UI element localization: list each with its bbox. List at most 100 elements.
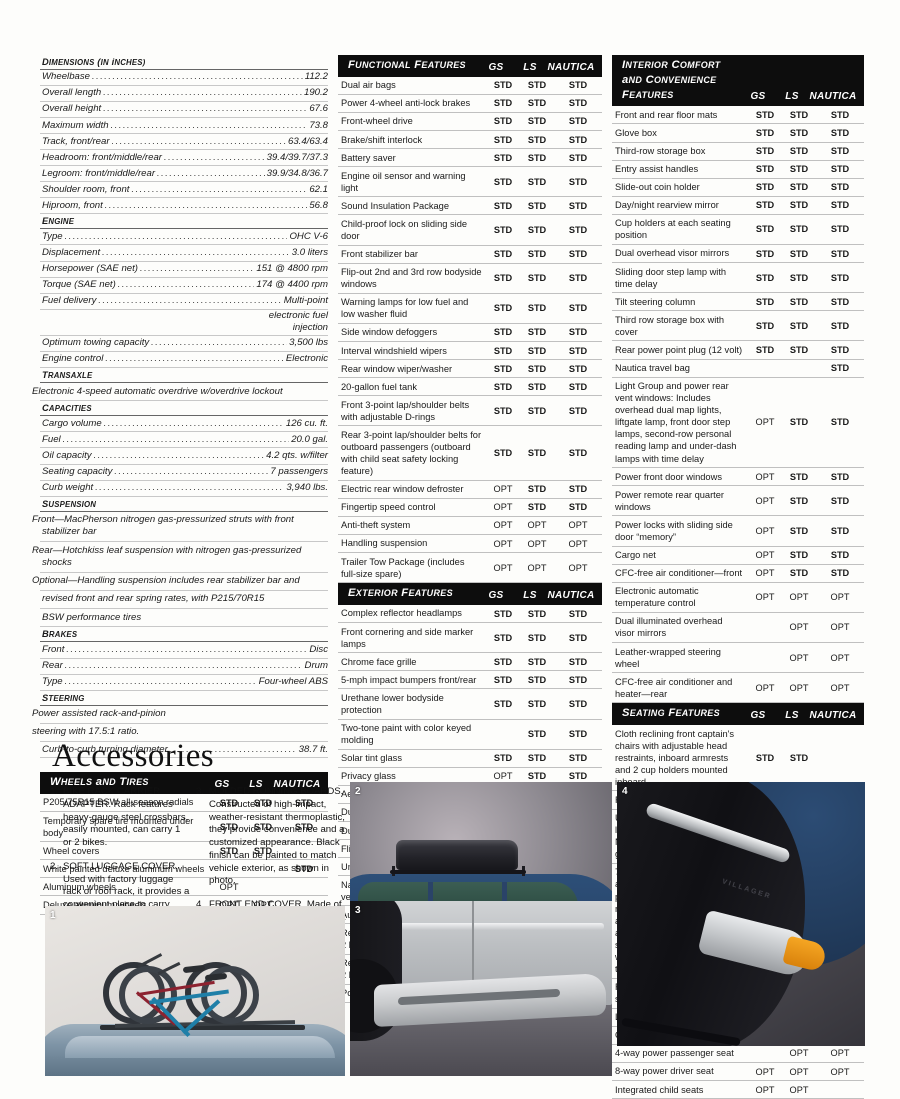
availability-cell: STD xyxy=(527,632,547,643)
table-row: Power 4-wheel anti-lock brakes STD STD STD xyxy=(338,95,602,113)
availability-cell: OPT xyxy=(568,562,588,573)
availability-cell: OPT xyxy=(789,1048,809,1059)
table-row: Power remote rear quarter windows OPT STD S… xyxy=(612,486,864,517)
feature-label: Dual overhead visor mirrors xyxy=(615,248,730,259)
feature-label: Tilt steering column xyxy=(615,296,696,307)
availability-cell: STD xyxy=(789,146,809,157)
table-row: Electric rear window defroster OPT STD STD xyxy=(338,481,602,499)
availability-cell: STD xyxy=(568,729,588,740)
availability-cell: OPT xyxy=(789,682,809,693)
spec-value: 63.4/63.4 xyxy=(287,135,328,147)
spec-column-middle: FUNCTIONAL FEATURES GS LS NAUTICA Dual air b… xyxy=(338,55,602,1003)
spec-value: 112.2 xyxy=(304,71,328,83)
availability-cell: STD xyxy=(493,674,513,685)
availability-cell: STD xyxy=(527,502,547,513)
feature-label: Aluminum wheels xyxy=(43,881,116,892)
trim-header-nautica: NAUTICA xyxy=(273,778,321,790)
availability-cell: STD xyxy=(830,320,850,331)
trim-header-gs: GS xyxy=(214,778,230,790)
availability-cell: STD xyxy=(527,484,547,495)
feature-label: Fingertip speed control xyxy=(341,502,436,513)
availability-cell: OPT xyxy=(830,592,850,603)
spec-row: Seating capacity........................… xyxy=(40,465,328,481)
availability-cell: OPT xyxy=(789,652,809,663)
availability-cell: STD xyxy=(568,363,588,374)
trim-header-nautica: NAUTICA xyxy=(809,91,857,103)
trim-column-headers: GS LS NAUTICA xyxy=(479,590,595,601)
spec-row: Overall height..........................… xyxy=(40,102,328,119)
accessory-item-1: 1. BIKE RACK CARRIER ADAPTER. Rack featu… xyxy=(50,786,190,850)
availability-cell: STD xyxy=(493,381,513,392)
availability-cell: STD xyxy=(568,698,588,709)
trim-header-gs: GS xyxy=(750,91,766,103)
availability-cell: STD xyxy=(789,320,809,331)
table-row: Electronic automatic temperature control… xyxy=(612,583,864,613)
availability-cell: STD xyxy=(755,248,775,259)
section-title: SEATING FEATURES xyxy=(622,707,720,720)
availability-cell: STD xyxy=(527,98,547,109)
feature-label: Battery saver xyxy=(341,152,396,163)
leader-dots: ........................................… xyxy=(64,230,288,241)
feature-label: Dual illuminated overhead visor mirrors xyxy=(615,616,723,639)
availability-cell: STD xyxy=(830,272,850,283)
availability-cell: OPT xyxy=(493,520,513,531)
table-row: Solar tint glass STD STD STD xyxy=(338,750,602,768)
availability-cell: OPT xyxy=(755,682,775,693)
feature-label: CFC-free air conditioner and heater—rear xyxy=(615,676,733,699)
availability-cell: OPT xyxy=(493,502,513,513)
spec-text-line: Rear—Hotchkiss leaf suspension with nitr… xyxy=(32,542,328,573)
leader-dots: ........................................… xyxy=(102,246,290,257)
spec-row: Cargo volume............................… xyxy=(40,416,328,433)
availability-cell: STD xyxy=(568,674,588,685)
feature-label: Front and rear floor mats xyxy=(615,109,718,120)
spec-label: Displacement xyxy=(42,246,101,258)
spec-row: Displacement............................… xyxy=(40,245,328,262)
table-row: Front 3-point lap/shoulder belts with ad… xyxy=(338,396,602,427)
feature-label: Light Group and power rear vent windows:… xyxy=(615,381,737,464)
leader-dots: ........................................… xyxy=(157,167,265,178)
availability-cell: STD xyxy=(568,345,588,356)
trim-column-headers: GS LS NAUTICA xyxy=(741,91,857,102)
accessory-title: BIKE RACK CARRIER ADAPTER. xyxy=(63,786,161,810)
leader-dots: ........................................… xyxy=(105,353,284,364)
availability-cell: STD xyxy=(568,80,588,91)
feature-label: Trailer Tow Package (includes full-size … xyxy=(341,556,465,579)
accessory-item-3: 3. MOLDED RUNNING BOARDS. Constructed of… xyxy=(196,786,346,888)
availability-cell: STD xyxy=(493,608,513,619)
availability-cell: STD xyxy=(493,753,513,764)
spec-value-continued: injection xyxy=(40,322,328,337)
feature-label: Power remote rear quarter windows xyxy=(615,489,725,512)
availability-cell: STD xyxy=(789,272,809,283)
availability-cell: STD xyxy=(830,296,850,307)
spec-label: Wheelbase xyxy=(42,71,90,83)
spec-value: 3.0 liters xyxy=(291,246,328,258)
availability-cell: OPT xyxy=(568,520,588,531)
spec-value: 7 passengers xyxy=(270,465,328,477)
feature-label: Third-row storage box xyxy=(615,146,706,156)
leader-dots: ........................................… xyxy=(93,449,265,460)
spec-value: 67.6 xyxy=(309,103,328,115)
availability-cell: STD xyxy=(568,381,588,392)
availability-cell: STD xyxy=(493,632,513,643)
soft-luggage-cover-shape xyxy=(396,840,518,870)
spec-label: Fuel delivery xyxy=(42,295,97,306)
feature-label: Side window defoggers xyxy=(341,327,438,338)
leader-dots: ........................................… xyxy=(169,743,297,754)
accessory-title: SOFT LUGGAGE COVER. xyxy=(63,860,178,872)
spec-value: Drum xyxy=(304,659,328,671)
table-row: Dual air bags STD STD STD xyxy=(338,77,602,95)
trim-header-nautica: NAUTICA xyxy=(547,589,595,601)
availability-cell: STD xyxy=(568,134,588,145)
trim-header-nautica: NAUTICA xyxy=(547,61,595,73)
door-seam-shape xyxy=(472,901,474,981)
availability-cell: STD xyxy=(527,345,547,356)
feature-label: Entry assist handles xyxy=(615,164,699,175)
availability-cell: OPT xyxy=(568,538,588,549)
availability-cell: STD xyxy=(527,273,547,284)
table-row: P205/75R15 BSW all-season radials STD STD S… xyxy=(40,794,328,813)
spec-value: Four-wheel ABS xyxy=(258,675,328,687)
availability-cell: STD xyxy=(830,248,850,259)
availability-cell xyxy=(816,756,864,760)
leader-dots: ........................................… xyxy=(98,295,282,305)
table-row: Side window defoggers STD STD STD xyxy=(338,324,602,343)
